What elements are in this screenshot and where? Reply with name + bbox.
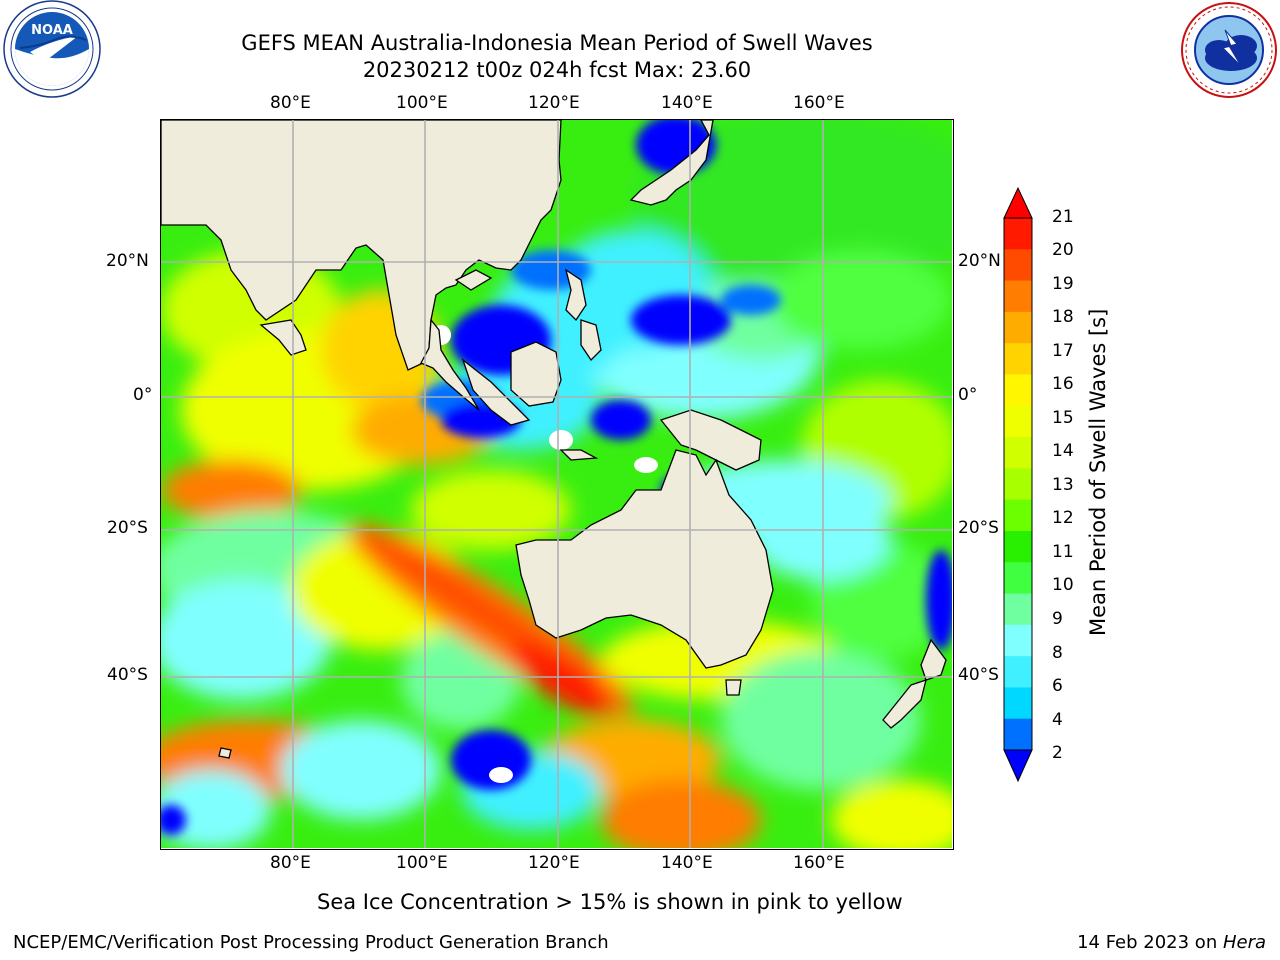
tasmania <box>725 679 742 696</box>
kerguelen-island <box>218 747 232 759</box>
luzon <box>564 268 587 322</box>
sea-ice-note: Sea Ice Concentration > 15% is shown in … <box>317 890 903 914</box>
colorbar-tick: 15 <box>1052 408 1074 428</box>
lat-tick-right-20n: 20°N <box>958 251 1001 271</box>
colorbar-tick: 13 <box>1052 475 1074 495</box>
colorbar-swatch <box>1004 343 1032 375</box>
lon-tick-top-160: 160°E <box>793 93 845 113</box>
lat-tick-right-20s: 20°S <box>958 518 999 538</box>
colorbar-tick: 14 <box>1052 441 1074 461</box>
footer-credit: NCEP/EMC/Verification Post Processing Pr… <box>13 932 609 953</box>
new-zealand-south <box>882 679 927 729</box>
swell-period-map <box>161 120 952 848</box>
colorbar-swatch <box>1004 311 1032 344</box>
colorbar-swatch <box>1004 718 1032 751</box>
nws-logo-icon <box>1179 0 1280 100</box>
colorbar-tick: 2 <box>1052 743 1063 763</box>
title-line-1: GEFS MEAN Australia-Indonesia Mean Perio… <box>241 31 873 55</box>
lat-tick-left-20n: 20°N <box>106 251 149 271</box>
japan <box>629 120 714 206</box>
noaa-logo-icon: NOAA <box>0 0 104 100</box>
borneo <box>510 341 562 407</box>
colorbar-tick: 16 <box>1052 374 1074 394</box>
colorbar-outline <box>1003 217 1033 751</box>
sumatra <box>461 358 531 426</box>
bay-fill <box>259 319 307 356</box>
land-masses <box>161 120 947 759</box>
colorbar-tick: 12 <box>1052 508 1074 528</box>
colorbar-tick: 8 <box>1052 643 1063 663</box>
lat-tick-right-0: 0° <box>958 385 978 405</box>
colorbar-tick: 18 <box>1052 307 1074 327</box>
colorbar-swatch <box>1004 499 1032 532</box>
colorbar-swatch <box>1004 593 1032 626</box>
colorbar-label: Mean Period of Swell Waves [s] <box>1086 308 1110 636</box>
colorbar-extend-max <box>1003 186 1033 219</box>
colorbar-swatch <box>1004 249 1032 282</box>
colorbar-swatch <box>1004 624 1032 657</box>
colorbar-tick: 4 <box>1052 710 1063 730</box>
colorbar-swatches <box>1003 186 1033 783</box>
lat-tick-left-20s: 20°S <box>107 518 148 538</box>
footer-date-text: 14 Feb 2023 on <box>1077 932 1223 953</box>
lon-tick-bottom-80: 80°E <box>270 853 311 873</box>
colorbar-swatch <box>1004 656 1032 688</box>
mindanao <box>580 319 602 362</box>
no-data-spots <box>431 325 658 783</box>
lon-tick-top-100: 100°E <box>396 93 448 113</box>
lon-tick-bottom-140: 140°E <box>661 853 713 873</box>
colorbar-swatch <box>1004 374 1032 407</box>
lat-tick-right-40s: 40°S <box>958 665 999 685</box>
java <box>559 449 599 461</box>
colorbar-swatch <box>1004 687 1032 720</box>
colorbar-swatch <box>1004 468 1032 501</box>
malay-peninsula <box>420 318 480 411</box>
colorbar-swatch <box>1004 280 1032 313</box>
noaa-logo-text: NOAA <box>31 23 73 38</box>
colorbar-swatch <box>1004 218 1032 250</box>
graticule <box>161 120 952 848</box>
colorbar-tick: 19 <box>1052 274 1074 294</box>
colorbar-tick: 20 <box>1052 240 1074 260</box>
footer-machine: Hera <box>1222 932 1266 953</box>
colorbar-tick: 9 <box>1052 609 1063 629</box>
colorbar-swatch <box>1004 437 1032 469</box>
colorbar-tick: 10 <box>1052 575 1074 595</box>
colorbar-swatch <box>1004 530 1032 563</box>
map-panel <box>160 119 954 850</box>
lon-tick-top-80: 80°E <box>270 93 311 113</box>
colorbar-steps <box>1004 218 1032 751</box>
lon-tick-top-120: 120°E <box>528 93 580 113</box>
hainan-island <box>454 269 493 291</box>
colorbar-swatch <box>1004 562 1032 595</box>
new-guinea <box>659 409 762 471</box>
lat-tick-left-0: 0° <box>133 385 153 405</box>
lon-tick-bottom-160: 160°E <box>793 853 845 873</box>
colorbar-tick: 17 <box>1052 341 1074 361</box>
lat-tick-left-40s: 40°S <box>107 665 148 685</box>
colorbar-tick: 6 <box>1052 676 1063 696</box>
lon-tick-bottom-100: 100°E <box>396 853 448 873</box>
swell-period-field <box>161 120 952 848</box>
colorbar <box>998 186 1038 784</box>
footer-date: 14 Feb 2023 on Hera <box>1077 932 1266 953</box>
colorbar-extend-min <box>1003 749 1033 783</box>
australia <box>515 449 774 669</box>
colorbar-swatch <box>1004 405 1032 438</box>
colorbar-tick: 21 <box>1052 207 1074 227</box>
lon-tick-bottom-120: 120°E <box>528 853 580 873</box>
lon-tick-top-140: 140°E <box>661 93 713 113</box>
title-line-2: 20230212 t00z 024h fcst Max: 23.60 <box>362 58 752 82</box>
colorbar-tick: 11 <box>1052 542 1074 562</box>
